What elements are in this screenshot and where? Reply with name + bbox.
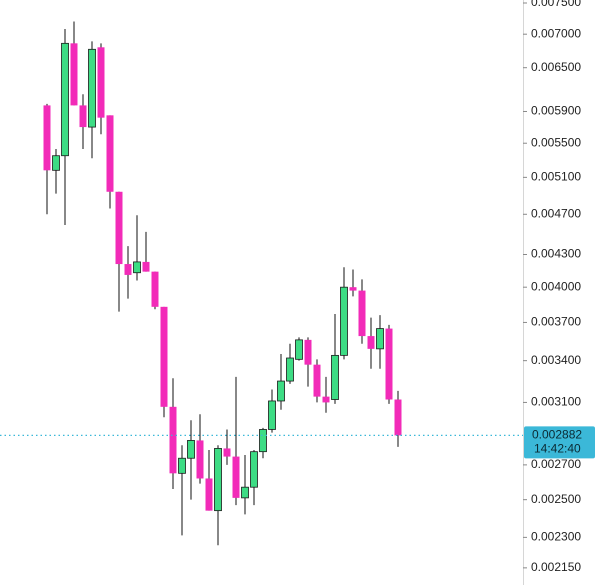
candle-body-up (295, 339, 303, 360)
y-tick-label: 0.004700 (531, 206, 581, 220)
y-tick-label: 0.003400 (531, 353, 581, 367)
y-tick-label: 0.007500 (531, 0, 581, 9)
candle-body-up (52, 155, 60, 171)
candle-body-down (367, 336, 375, 349)
y-tick-label: 0.002150 (531, 560, 581, 574)
y-tick-label: 0.002300 (531, 530, 581, 544)
candle-body-up (376, 328, 384, 350)
candle-body-down (349, 287, 357, 291)
candle-body-up (88, 48, 96, 128)
candle-body-down (394, 399, 402, 436)
candle-body-up (241, 486, 249, 499)
y-tick-label: 0.006500 (531, 60, 581, 74)
candle-body-down (322, 396, 330, 403)
candle-body-down (160, 306, 168, 407)
candle-body-down (43, 105, 51, 171)
candle-body-up (259, 429, 267, 453)
y-tick-label: 0.004000 (531, 279, 581, 293)
last-price-tag (524, 426, 595, 459)
candle-body-down (142, 261, 150, 272)
candle-body-down (70, 43, 78, 106)
candle-body-down (313, 364, 321, 397)
y-tick-label: 0.004300 (531, 247, 581, 261)
candle-body-up (331, 354, 339, 400)
candle-body-up (268, 400, 276, 430)
y-tick-label: 0.003100 (531, 395, 581, 409)
candle-body-down (79, 105, 87, 128)
y-tick-label: 0.007000 (531, 26, 581, 40)
candle-body-up (187, 440, 195, 459)
candle-body-up (277, 380, 285, 402)
candle-body-up (250, 451, 258, 488)
candle-body-down (205, 478, 213, 511)
y-tick-label: 0.005900 (531, 104, 581, 118)
y-tick-label: 0.005500 (531, 135, 581, 149)
candle-body-up (214, 448, 222, 512)
candle-body-down (115, 191, 123, 265)
y-tick-label: 0.003700 (531, 315, 581, 329)
candle-body-up (286, 357, 294, 382)
candle-body-down (196, 440, 204, 479)
candle-body-down (232, 456, 240, 498)
candle-body-down (124, 264, 132, 275)
candle-body-down (151, 271, 159, 307)
candle-body-up (133, 261, 141, 274)
candle-body-up (340, 286, 348, 356)
candle-body-down (169, 406, 177, 474)
candle-body-down (385, 328, 393, 400)
candle-body-down (223, 448, 231, 457)
candle-body-down (304, 339, 312, 365)
candle-body-down (358, 290, 366, 337)
candle-body-down (106, 115, 114, 192)
y-tick-label: 0.002700 (531, 457, 581, 471)
candle-body-up (61, 42, 69, 157)
y-tick-label: 0.005100 (531, 170, 581, 184)
y-tick-label: 0.002500 (531, 492, 581, 506)
candle-body-up (178, 457, 186, 474)
last-time-label: 14:42:40 (534, 442, 581, 456)
last-price-label: 0.002882 (532, 428, 582, 442)
candle-body-down (97, 47, 105, 118)
